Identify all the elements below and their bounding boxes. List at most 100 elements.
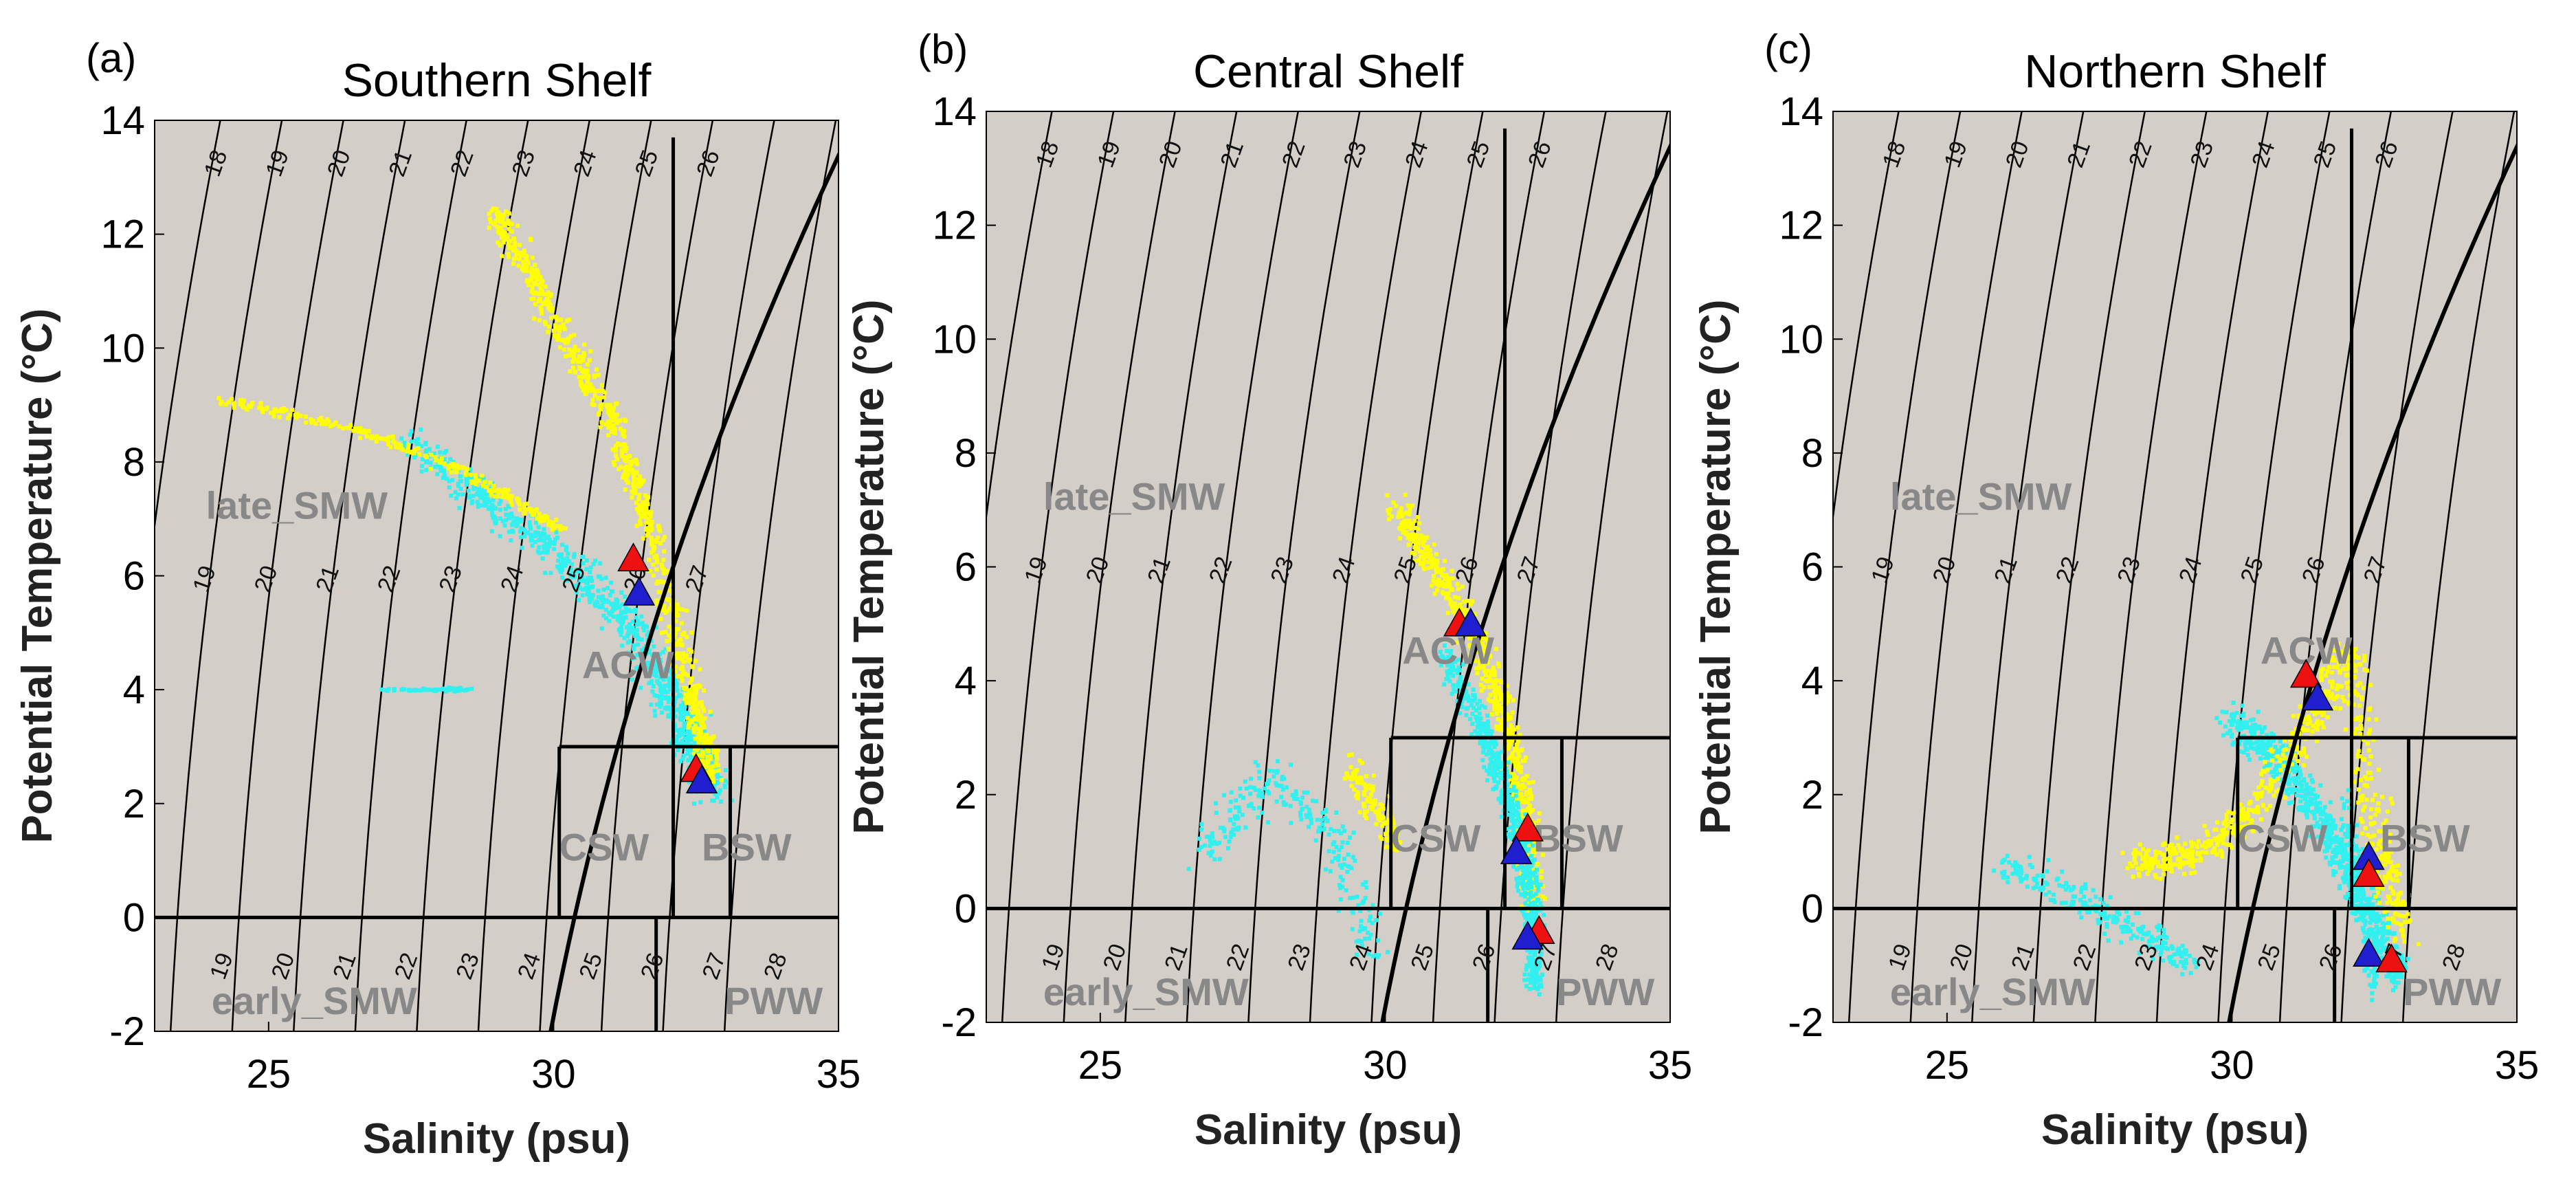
profile-point: [498, 498, 503, 503]
profile-point: [666, 658, 671, 663]
profile-point: [1467, 636, 1472, 641]
profile-point: [1398, 527, 1403, 531]
profile-point: [2302, 778, 2307, 783]
profile-point: [1534, 914, 1538, 919]
profile-point: [1451, 683, 1456, 688]
profile-point: [2381, 913, 2386, 918]
profile-point: [1487, 733, 1492, 738]
profile-point: [1512, 773, 1517, 778]
profile-point: [2205, 829, 2210, 834]
profile-point: [2272, 770, 2276, 775]
profile-point: [678, 641, 682, 646]
profile-point: [630, 626, 635, 630]
profile-point: [1362, 793, 1367, 797]
profile-point: [584, 586, 589, 590]
profile-point: [2345, 863, 2350, 868]
profile-point: [518, 243, 522, 248]
front-curve: [548, 151, 839, 1031]
profile-point: [442, 471, 447, 475]
profile-point: [704, 733, 709, 738]
profile-point: [633, 491, 637, 496]
profile-point: [702, 688, 706, 693]
profile-point: [325, 417, 330, 421]
profile-point: [706, 749, 710, 754]
profile-point: [1340, 866, 1344, 870]
profile-point: [1222, 793, 1226, 798]
profile-point: [596, 574, 601, 579]
profile-point: [1534, 969, 1539, 974]
profile-point: [643, 506, 648, 511]
profile-point: [2230, 712, 2234, 717]
profile-point: [2316, 835, 2320, 839]
profile-point: [614, 597, 619, 602]
profile-point: [2239, 714, 2243, 718]
profile-point: [627, 630, 631, 635]
profile-point: [2251, 723, 2256, 728]
profile-point: [2322, 804, 2327, 809]
profile-point: [453, 490, 458, 494]
profile-point: [608, 422, 612, 427]
profile-point: [2180, 852, 2185, 857]
profile-point: [2329, 831, 2334, 835]
profile-point: [668, 597, 673, 602]
profile-point: [705, 747, 710, 751]
profile-point: [625, 634, 630, 639]
profile-point: [1499, 814, 1504, 819]
profile-point: [584, 558, 589, 563]
profile-point: [673, 723, 678, 728]
profile-point: [1260, 791, 1265, 795]
profile-point: [2362, 912, 2366, 917]
profile-point: [679, 675, 684, 680]
isopycnal-line: [354, 120, 467, 1031]
profile-point: [617, 467, 621, 472]
profile-point: [540, 556, 545, 561]
profile-point: [1236, 827, 1241, 832]
profile-point: [539, 307, 544, 312]
profile-point: [2183, 853, 2188, 858]
profile-point: [647, 569, 652, 573]
profile-point: [1337, 883, 1342, 888]
profile-point: [457, 505, 462, 510]
profile-point: [367, 429, 371, 434]
profile-point: [2256, 710, 2261, 714]
profile-point: [685, 734, 690, 738]
profile-point: [685, 698, 690, 703]
profile-point: [1445, 674, 1450, 679]
profile-point: [1367, 936, 1372, 941]
profile-point: [1236, 825, 1241, 830]
profile-point: [430, 688, 434, 692]
profile-point: [1364, 885, 1369, 890]
profile-point: [2268, 743, 2273, 747]
profile-point: [1214, 801, 1218, 806]
profile-point: [673, 677, 678, 682]
isopycnal-line: [1309, 111, 1423, 1022]
profile-point: [615, 602, 619, 606]
profile-point: [1494, 785, 1499, 790]
profile-point: [2315, 718, 2320, 723]
isopycnal-line: [231, 120, 344, 1031]
profile-point: [1507, 793, 1511, 798]
profile-point: [230, 397, 234, 402]
profile-point: [2289, 767, 2294, 772]
profile-point: [522, 505, 526, 509]
profile-point: [447, 479, 452, 483]
profile-point: [1516, 786, 1520, 791]
profile-point: [2390, 889, 2395, 894]
profile-point: [592, 403, 597, 407]
profile-point: [2271, 775, 2276, 780]
profile-point: [2369, 807, 2374, 812]
profile-point: [1529, 864, 1534, 868]
profile-point: [579, 382, 584, 386]
profile-point: [530, 543, 535, 548]
profile-point: [652, 672, 656, 677]
profile-point: [1398, 840, 1403, 844]
profile-point: [510, 514, 515, 519]
profile-point: [1419, 554, 1423, 559]
profile-point: [689, 738, 694, 743]
profile-point: [1480, 657, 1485, 662]
profile-point: [490, 481, 495, 485]
y-axis-label: Potential Temperature (°C): [845, 299, 893, 834]
profile-point: [700, 754, 704, 759]
profile-point: [1490, 712, 1494, 716]
profile-point: [1488, 639, 1493, 644]
